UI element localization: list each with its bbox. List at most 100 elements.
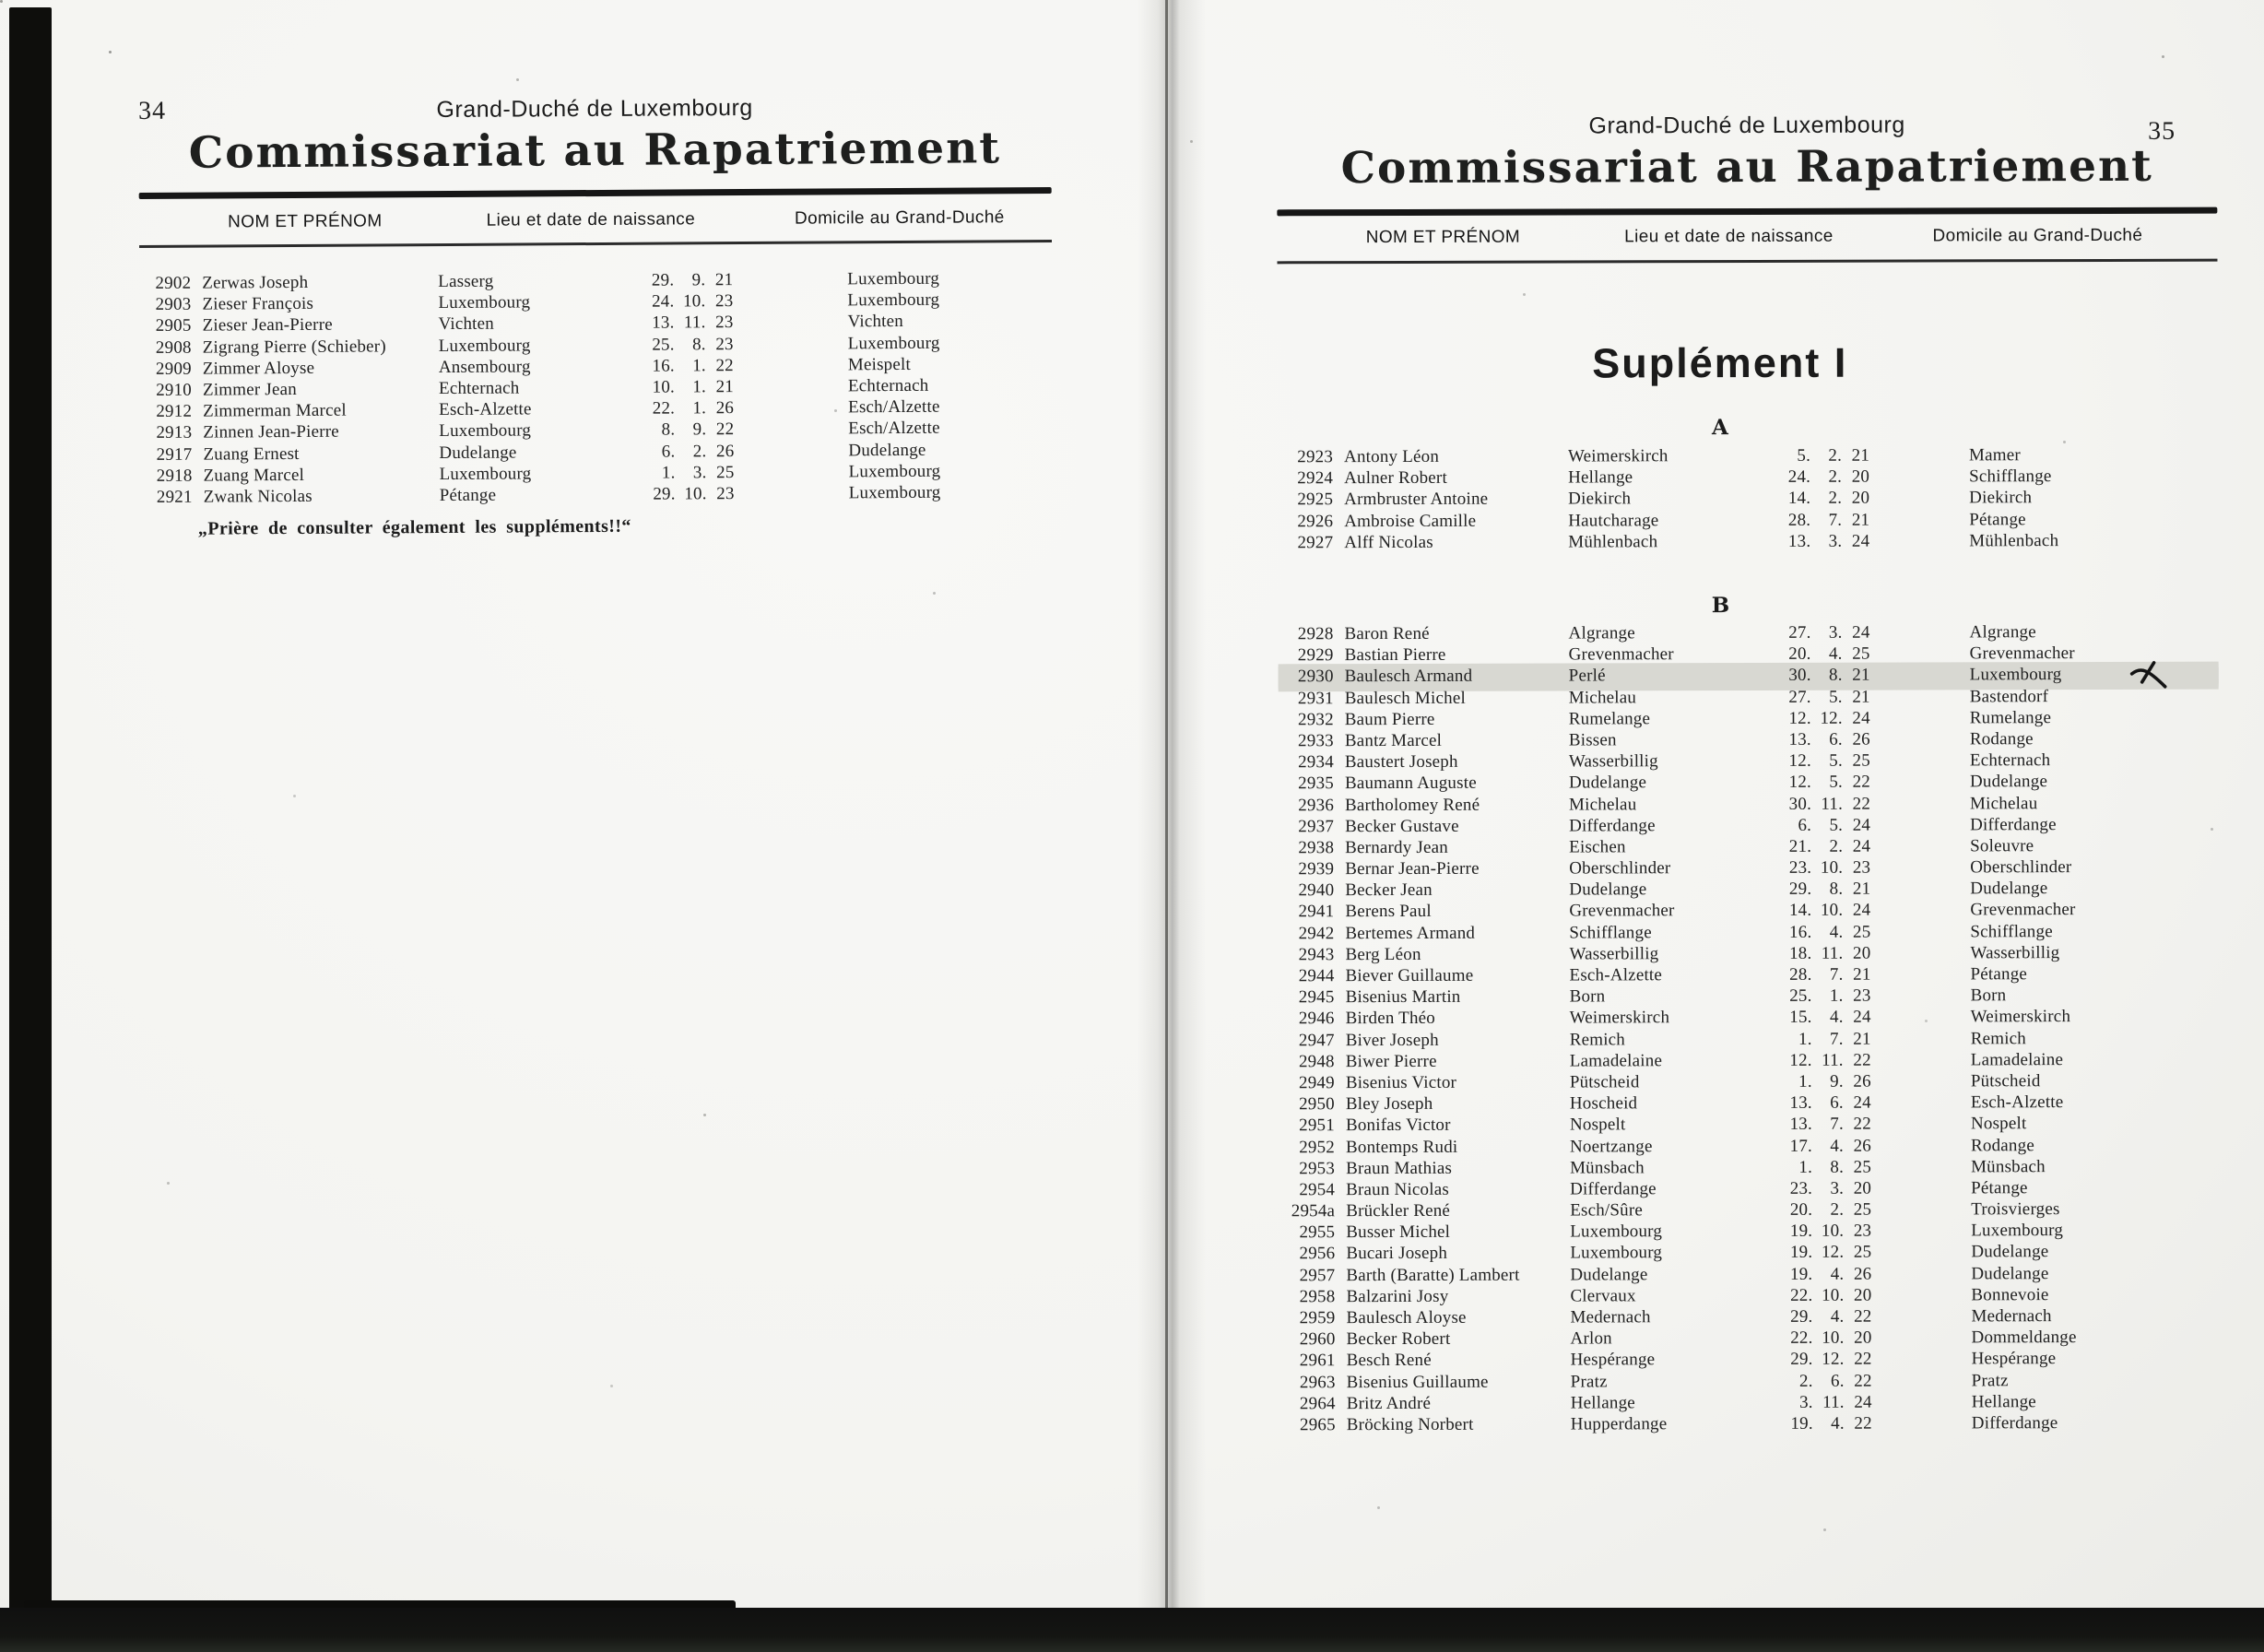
table-row: 2953 Braun Mathias Münsbach 1. 8. 25 Münsbach (1279, 1156, 2220, 1180)
row-id: 2924 (1297, 468, 1334, 489)
row-domicile: Differdange (1971, 1413, 2058, 1434)
row-id: 2902 (155, 273, 192, 293)
row-birthdate: 12. 5. 22 (1778, 773, 1881, 793)
row-id: 2918 (156, 466, 193, 486)
row-domicile: Esch-Alzette (1970, 1092, 2064, 1113)
section-letter-a: A (1711, 415, 1728, 441)
birth-day: 22. (1790, 1328, 1813, 1349)
birth-month: 6. (1830, 1371, 1845, 1391)
row-domicile: Dudelange (848, 440, 926, 460)
table-row: 2955 Busser Michel Luxembourg 19. 10. 23 Luxem… (1279, 1221, 2220, 1245)
row-id: 2913 (156, 422, 193, 443)
column-header-birth: Lieu et date de naissance (1624, 226, 1834, 247)
row-id: 2957 (1299, 1265, 1336, 1285)
birth-year: 23 (1853, 1221, 1872, 1241)
row-birthplace: Pütscheid (1569, 1072, 1640, 1092)
birth-day: 19. (1790, 1413, 1813, 1434)
birth-month: 2. (1829, 836, 1844, 856)
birth-day: 12. (1789, 1050, 1812, 1070)
row-name: Britz André (1346, 1393, 1432, 1413)
row-birthplace: Luxembourg (1570, 1243, 1663, 1263)
row-birthdate: 20. 4. 25 (1778, 644, 1881, 665)
row-domicile: Mamer (1969, 445, 2021, 466)
table-row: 2930 Baulesch Armand Perlé 30. 8. 21 Luxembour… (1278, 665, 2219, 689)
row-birthplace: Grevenmacher (1569, 901, 1675, 921)
birth-day: 14. (1787, 489, 1811, 509)
row-id: 2960 (1299, 1329, 1336, 1350)
birth-day: 28. (1789, 964, 1812, 985)
birth-year: 25 (1853, 1243, 1872, 1263)
row-domicile: Rodange (1970, 1135, 2034, 1155)
row-id: 2944 (1298, 966, 1335, 986)
region-header: Grand-Duché de Luxembourg (1588, 112, 1905, 139)
birth-month: 5. (1829, 773, 1843, 793)
row-birthplace: Grevenmacher (1568, 644, 1674, 665)
row-id: 2965 (1299, 1415, 1336, 1435)
section-b-rows: 2928 Baron René Algrange 27. 3. 24 Algrange 292… (1278, 622, 2221, 1437)
row-name: Zuang Marcel (203, 465, 305, 486)
row-domicile: Remich (1970, 1028, 2027, 1048)
row-birthplace: Michelau (1568, 794, 1637, 815)
row-birthdate: 20. 2. 25 (1779, 1200, 1882, 1221)
region-header: Grand-Duché de Luxembourg (436, 94, 753, 124)
birth-year: 22 (1852, 772, 1870, 793)
row-name: Berens Paul (1345, 902, 1432, 922)
row-name: Bernar Jean-Pierre (1345, 858, 1480, 879)
birth-day: 21. (1788, 836, 1812, 856)
row-birthplace: Eischen (1569, 837, 1626, 857)
table-row: 2949 Bisenius Victor Pütscheid 1. 9. 26 Pütsch… (1279, 1071, 2220, 1095)
row-domicile: Differdange (1970, 814, 2057, 835)
table-row: 2954a Brückler René Esch/Sûre 20. 2. 25 Troisv… (1279, 1199, 2220, 1223)
row-name: Biver Joseph (1345, 1030, 1439, 1050)
row-id: 2921 (156, 487, 193, 507)
column-header-name: NOM ET PRÉNOM (228, 211, 383, 232)
row-id: 2910 (156, 380, 193, 400)
row-birthdate: 19. 4. 22 (1780, 1414, 1883, 1434)
row-birthplace: Hellange (1570, 1393, 1635, 1413)
row-name: Zieser Jean-Pierre (202, 315, 333, 336)
birth-month: 2. (1828, 445, 1843, 466)
row-name: Biever Guillaume (1345, 965, 1474, 986)
row-id: 2908 (155, 337, 192, 358)
row-name: Bontemps Rudi (1345, 1137, 1458, 1157)
row-id: 2963 (1299, 1372, 1336, 1392)
birth-year: 21 (715, 377, 735, 397)
row-birthdate: 19. 12. 25 (1779, 1243, 1882, 1263)
row-name: Busser Michel (1346, 1222, 1451, 1243)
row-domicile: Luxembourg (1969, 665, 2062, 685)
row-id: 2925 (1297, 490, 1334, 510)
birth-day: 12. (1788, 708, 1811, 728)
birth-month: 7. (1828, 510, 1843, 530)
birth-month: 11. (683, 313, 706, 333)
birth-day: 23. (1788, 857, 1812, 878)
birth-month: 4. (1828, 643, 1843, 664)
row-domicile: Bonnevoie (1971, 1284, 2049, 1305)
row-domicile: Echternach (1969, 750, 2051, 771)
birth-day: 17. (1789, 1136, 1813, 1156)
birth-year: 20 (1851, 466, 1870, 487)
birth-month: 6. (1829, 729, 1843, 749)
row-id: 2946 (1298, 1009, 1335, 1029)
row-birthplace: Hoscheid (1569, 1093, 1638, 1114)
birth-month: 5. (1829, 750, 1843, 771)
row-birthplace: Differdange (1569, 815, 1656, 836)
row-name: Zuang Ernest (203, 443, 300, 465)
row-birthplace: Mühlenbach (1568, 532, 1658, 552)
birth-year: 26 (1853, 1264, 1872, 1284)
row-birthdate: 1. 7. 21 (1779, 1029, 1882, 1049)
birth-month: 10. (1821, 1221, 1845, 1242)
row-id: 2949 (1298, 1073, 1335, 1093)
row-name: Aulner Robert (1344, 468, 1447, 489)
row-id: 2909 (155, 359, 192, 379)
table-row: 2948 Biwer Pierre Lamadelaine 12. 11. 22 Lamad… (1279, 1049, 2220, 1073)
row-domicile: Dommeldange (1971, 1328, 2077, 1348)
row-name: Berg Léon (1345, 944, 1421, 964)
birth-month: 7. (1830, 1115, 1844, 1135)
birth-month: 9. (691, 270, 706, 290)
table-row: 2934 Baustert Joseph Wasserbillig 12. 5. 25 Ec… (1279, 750, 2219, 774)
row-birthplace: Born (1569, 986, 1606, 1007)
birth-year: 22 (1852, 794, 1871, 814)
page-title: Commissariat au Rapatriement (188, 123, 1002, 179)
birth-day: 13. (652, 313, 675, 333)
table-row: 2956 Bucari Joseph Luxembourg 19. 12. 25 Dudel… (1279, 1242, 2220, 1266)
